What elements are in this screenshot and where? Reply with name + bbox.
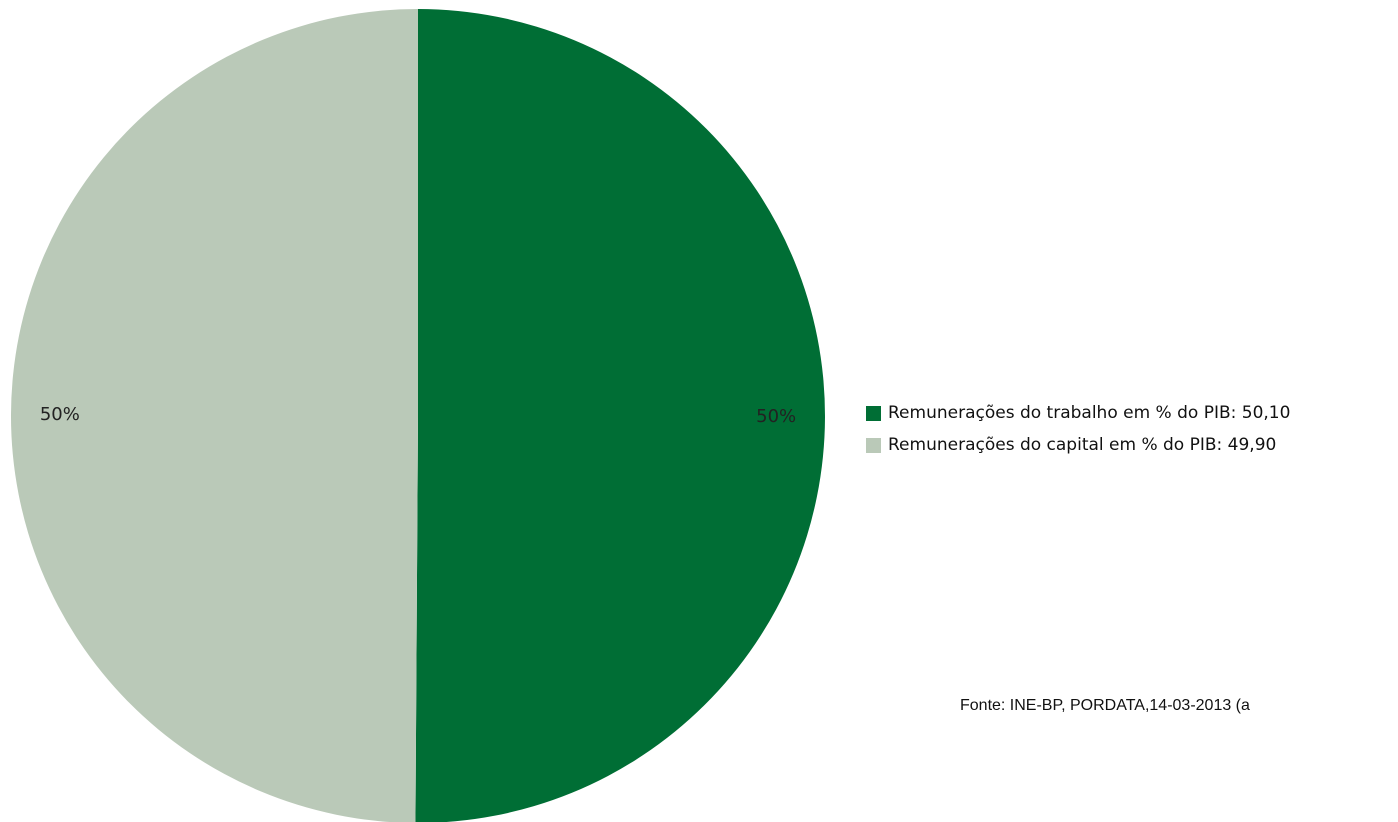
pie-slice-label-1: 50% bbox=[40, 404, 80, 425]
legend-swatch-trabalho bbox=[866, 405, 881, 421]
pie-slices bbox=[10, 9, 825, 822]
pie-slice-label-0: 50% bbox=[756, 406, 796, 427]
legend-item-capital: Remunerações do capital em % do PIB: 49,… bbox=[866, 432, 1290, 458]
pie-slice-labels: 50% 50% bbox=[40, 404, 796, 427]
source-note: Fonte: INE-BP, PORDATA,14-03-2013 (a bbox=[960, 697, 1250, 714]
chart-legend: Remunerações do trabalho em % do PIB: 50… bbox=[866, 400, 1290, 464]
legend-swatch-capital bbox=[866, 437, 881, 453]
pie-slice-1 bbox=[10, 9, 418, 822]
pie-slice-0 bbox=[415, 9, 825, 822]
legend-label-trabalho: Remunerações do trabalho em % do PIB: 50… bbox=[888, 403, 1291, 423]
legend-label-capital: Remunerações do capital em % do PIB: 49,… bbox=[888, 435, 1277, 455]
legend-item-trabalho: Remunerações do trabalho em % do PIB: 50… bbox=[866, 400, 1290, 426]
